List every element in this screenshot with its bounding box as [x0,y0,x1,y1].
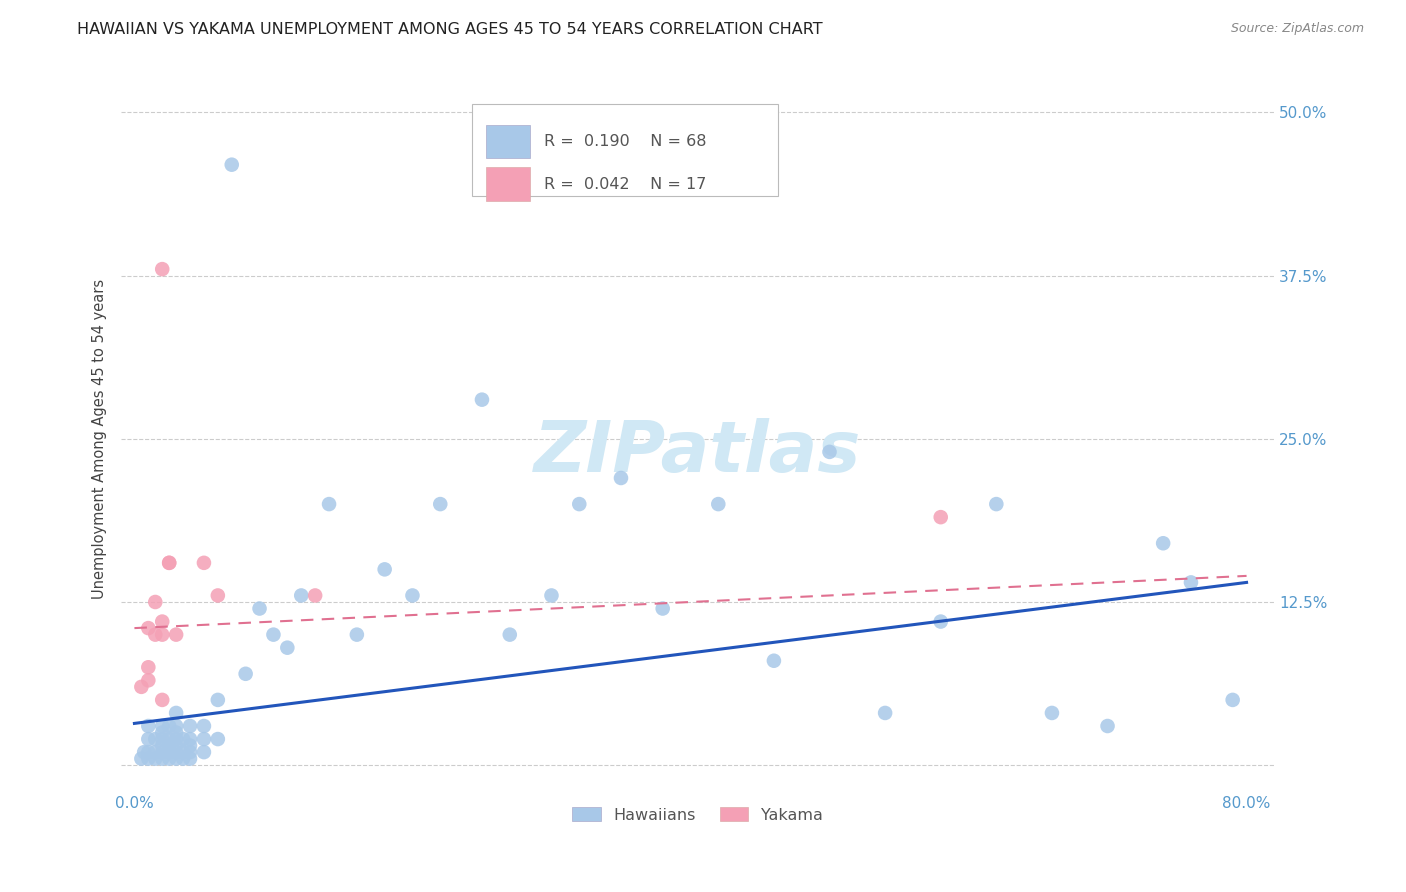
Point [179,739,201,753]
FancyBboxPatch shape [472,104,778,195]
Point [136,621,159,635]
Point [249,601,271,615]
Text: HAWAIIAN VS YAKAMA UNEMPLOYMENT AMONG AGES 45 TO 54 YEARS CORRELATION CHART: HAWAIIAN VS YAKAMA UNEMPLOYMENT AMONG AG… [77,22,823,37]
Point [221,158,243,172]
Point [134,745,156,759]
Point [165,752,187,766]
Point [193,732,215,747]
Point [157,752,180,766]
FancyBboxPatch shape [486,167,530,201]
Point [986,497,1008,511]
Point [172,752,194,766]
Point [136,719,159,733]
Point [318,497,340,511]
Point [136,752,159,766]
Point [143,595,166,609]
Point [172,732,194,747]
Point [157,745,180,759]
Point [1180,575,1202,590]
Point [346,627,368,641]
Point [262,627,284,641]
Point [165,739,187,753]
Point [136,660,159,674]
Point [818,445,841,459]
Point [157,739,180,753]
Point [207,732,229,747]
Point [304,589,326,603]
Point [150,745,173,759]
Point [499,627,522,641]
Point [150,719,173,733]
Point [150,732,173,747]
Point [165,732,187,747]
Point [193,719,215,733]
Point [429,497,451,511]
Point [143,732,166,747]
Point [207,589,229,603]
Point [762,654,785,668]
Point [150,615,173,629]
Point [610,471,633,485]
Point [157,556,180,570]
Legend: Hawaiians, Yakama: Hawaiians, Yakama [565,801,830,830]
Point [540,589,562,603]
Point [165,706,187,720]
Point [875,706,897,720]
Point [235,666,257,681]
Text: ZIPatlas: ZIPatlas [534,418,860,487]
Point [1222,693,1244,707]
Point [157,719,180,733]
Point [165,745,187,759]
Point [929,615,952,629]
Point [651,601,673,615]
Point [401,589,423,603]
Point [707,497,730,511]
Point [179,745,201,759]
Point [929,510,952,524]
Point [136,745,159,759]
Point [157,732,180,747]
Point [172,745,194,759]
Point [568,497,591,511]
Point [143,752,166,766]
Point [165,627,187,641]
FancyBboxPatch shape [486,125,530,159]
Point [1097,719,1119,733]
Point [150,739,173,753]
Point [290,589,312,603]
Point [165,719,187,733]
Point [150,262,173,277]
Point [150,627,173,641]
Text: R =  0.190    N = 68: R = 0.190 N = 68 [544,134,706,149]
Text: R =  0.042    N = 17: R = 0.042 N = 17 [544,177,706,192]
Point [207,693,229,707]
Point [179,752,201,766]
Point [193,556,215,570]
Y-axis label: Unemployment Among Ages 45 to 54 years: Unemployment Among Ages 45 to 54 years [93,279,107,599]
Point [131,680,153,694]
Point [165,725,187,739]
Point [150,725,173,739]
Point [150,752,173,766]
Point [471,392,494,407]
Text: Source: ZipAtlas.com: Source: ZipAtlas.com [1230,22,1364,36]
Point [143,627,166,641]
Point [143,745,166,759]
Point [179,732,201,747]
Point [136,732,159,747]
Point [157,556,180,570]
Point [1040,706,1063,720]
Point [1152,536,1174,550]
Point [131,752,153,766]
Point [193,745,215,759]
Point [136,673,159,688]
Point [150,693,173,707]
Point [179,719,201,733]
Point [374,562,396,576]
Point [276,640,298,655]
